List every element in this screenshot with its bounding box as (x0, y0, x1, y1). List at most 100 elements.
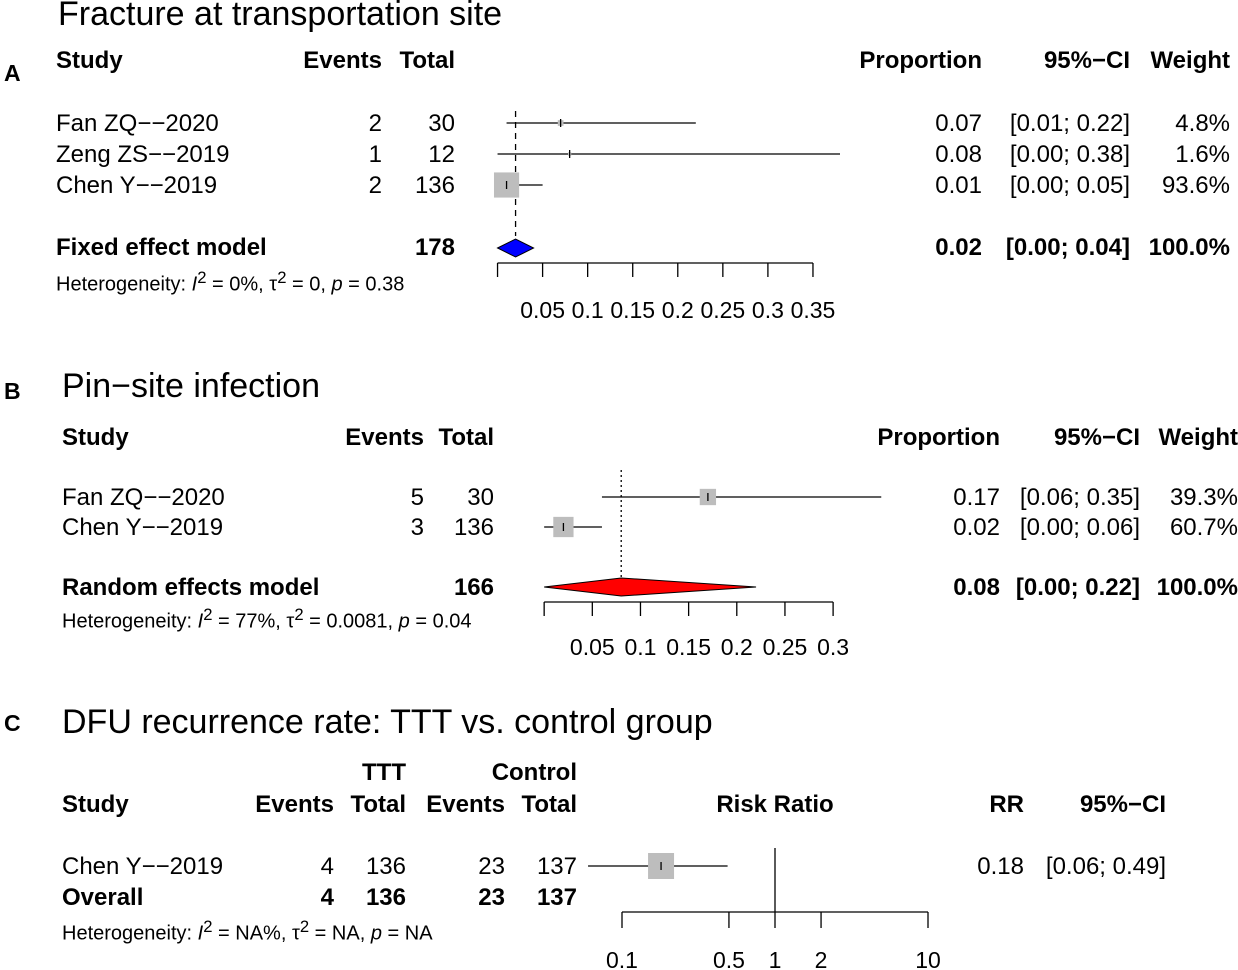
a-study-proportion: 0.08 (935, 141, 982, 168)
x-axis-tick-label: 0.25 (763, 634, 808, 660)
c-overall-total1: 136 (365, 884, 406, 911)
a-study-proportion: 0.01 (935, 172, 982, 199)
a-study-total: 12 (428, 141, 455, 168)
x-axis-tick-label: 2 (815, 947, 828, 970)
b-study-events: 3 (410, 514, 424, 541)
c-header-ci: 95%−CI (1079, 791, 1166, 818)
x-axis-tick-label: 0.3 (752, 297, 784, 323)
a-header-events: Events (303, 47, 382, 74)
x-axis-tick-label: 1 (769, 947, 782, 970)
b-study-ci: [0.06; 0.35] (1019, 484, 1140, 511)
panel-c-letter: C (4, 710, 21, 736)
b-study-events: 5 (410, 484, 424, 511)
x-axis-tick-label: 0.1 (624, 634, 656, 660)
b-study-weight: 39.3% (1169, 484, 1238, 511)
a-pooled-ci: [0.00; 0.04] (1005, 234, 1130, 261)
b-pooled-proportion: 0.08 (953, 574, 1000, 601)
pooled-diamond (544, 577, 757, 597)
x-axis-tick-label: 0.3 (817, 634, 849, 660)
c-overall-events1: 4 (320, 884, 334, 911)
a-study-events: 2 (368, 110, 382, 137)
panel-a-letter: A (4, 60, 21, 86)
b-header-total: Total (438, 424, 494, 451)
c-study-total1: 136 (365, 853, 406, 880)
b-study-name: Fan ZQ−−2020 (62, 484, 225, 511)
b-study-proportion: 0.17 (953, 484, 1000, 511)
panel-c-title: DFU recurrence rate: TTT vs. control gro… (62, 703, 713, 741)
a-study-weight: 1.6% (1175, 141, 1230, 168)
a-pooled-proportion: 0.02 (935, 234, 982, 261)
a-pooled-name: Fixed effect model (56, 234, 267, 261)
b-study-weight: 60.7% (1169, 514, 1238, 541)
c-study-total2: 137 (536, 853, 577, 880)
c-study-ci: [0.06; 0.49] (1045, 853, 1166, 880)
a-study-events: 2 (368, 172, 382, 199)
a-pooled-weight: 100.0% (1148, 234, 1230, 261)
c-header-effect: Risk Ratio (716, 791, 834, 818)
c-study-name: Chen Y−−2019 (62, 853, 224, 880)
b-study-total: 30 (467, 484, 494, 511)
b-pooled-ci: [0.00; 0.22] (1015, 574, 1140, 601)
x-axis-tick-label: 10 (915, 947, 941, 970)
x-axis-tick-label: 0.35 (791, 297, 836, 323)
c-study-rr: 0.18 (977, 853, 1024, 880)
b-study-ci: [0.00; 0.06] (1019, 514, 1140, 541)
panel-b-title: Pin−site infection (62, 367, 320, 405)
c-study-events1: 4 (320, 853, 334, 880)
c-header-events1: Events (255, 791, 334, 818)
x-axis-tick-label: 0.15 (666, 634, 711, 660)
a-study-name: Zeng ZS−−2019 (56, 141, 230, 168)
a-study-total: 30 (428, 110, 455, 137)
c-header-events2: Events (426, 791, 505, 818)
x-axis-tick-label: 0.1 (572, 297, 604, 323)
x-axis-tick-label: 0.15 (610, 297, 655, 323)
c-overall-events2: 23 (478, 884, 505, 911)
b-study-proportion: 0.02 (953, 514, 1000, 541)
b-header-study: Study (62, 424, 129, 451)
a-study-ci: [0.00; 0.38] (1009, 141, 1130, 168)
panel-b-letter: B (4, 378, 21, 404)
a-study-proportion: 0.07 (935, 110, 982, 137)
a-header-weight: Weight (1150, 47, 1230, 74)
a-study-name: Fan ZQ−−2020 (56, 110, 219, 137)
c-overall-total2: 137 (536, 884, 577, 911)
c-header-group2: Control (491, 759, 577, 786)
x-axis-tick-label: 0.25 (700, 297, 745, 323)
b-study-total: 136 (453, 514, 494, 541)
pooled-diamond (496, 238, 535, 258)
b-header-weight: Weight (1158, 424, 1238, 451)
a-study-total: 136 (414, 172, 455, 199)
a-study-events: 1 (368, 141, 382, 168)
x-axis-tick-label: 0.05 (520, 297, 565, 323)
x-axis-tick-label: 0.5 (713, 947, 745, 970)
a-pooled-total: 178 (414, 234, 455, 261)
c-header-rr: RR (989, 791, 1024, 818)
a-header-study: Study (56, 47, 123, 74)
b-header-events: Events (345, 424, 424, 451)
c-header-total1: Total (350, 791, 406, 818)
a-header-total: Total (399, 47, 455, 74)
b-study-name: Chen Y−−2019 (62, 514, 224, 541)
b-header-proportion: Proportion (877, 424, 1000, 451)
c-header-study: Study (62, 791, 129, 818)
a-header-proportion: Proportion (859, 47, 982, 74)
x-axis-tick-label: 0.1 (606, 947, 638, 970)
x-axis-tick-label: 0.05 (570, 634, 615, 660)
panel-a-title: Fracture at transportation site (58, 0, 503, 33)
a-study-name: Chen Y−−2019 (56, 172, 218, 199)
a-study-weight: 93.6% (1161, 172, 1230, 199)
b-pooled-total: 166 (453, 574, 494, 601)
b-heterogeneity: Heterogeneity: I2 = 77%, τ2 = 0.0081, p … (62, 605, 472, 633)
c-header-total2: Total (521, 791, 577, 818)
a-study-weight: 4.8% (1175, 110, 1230, 137)
b-header-ci: 95%−CI (1053, 424, 1140, 451)
c-study-events2: 23 (478, 853, 505, 880)
a-header-ci: 95%−CI (1043, 47, 1130, 74)
b-pooled-name: Random effects model (62, 574, 320, 601)
c-heterogeneity: Heterogeneity: I2 = NA%, τ2 = NA, p = NA (62, 917, 433, 945)
a-study-ci: [0.01; 0.22] (1009, 110, 1130, 137)
c-overall-name: Overall (62, 884, 144, 911)
a-study-ci: [0.00; 0.05] (1009, 172, 1130, 199)
b-pooled-weight: 100.0% (1156, 574, 1238, 601)
